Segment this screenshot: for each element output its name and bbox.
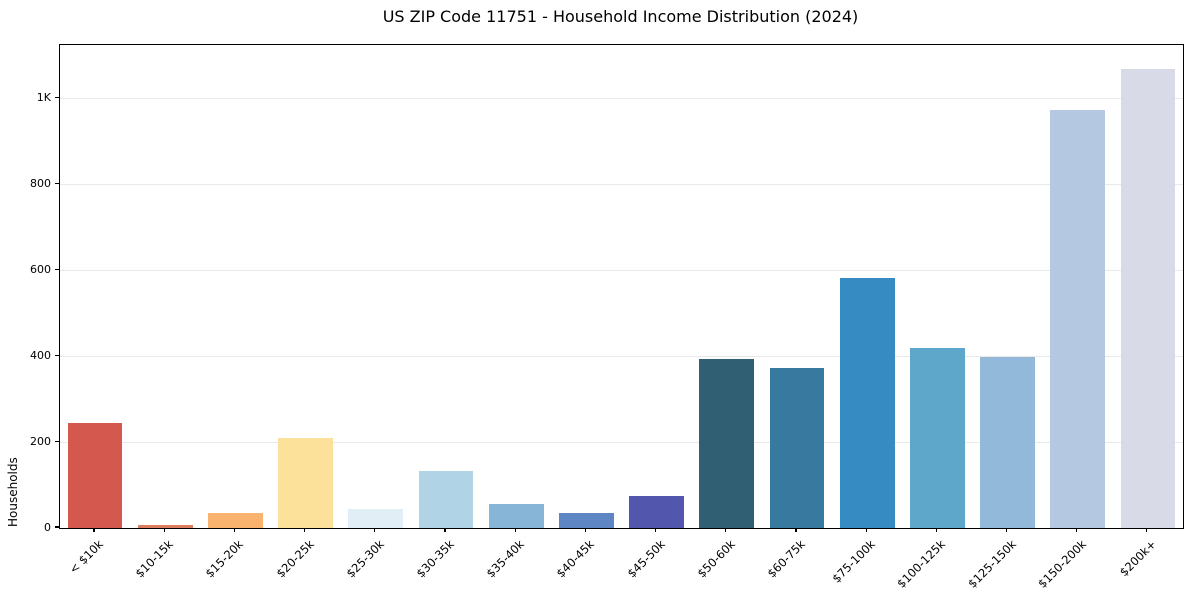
x-tick-mark <box>444 528 446 533</box>
y-tick-mark <box>55 97 59 99</box>
bar-$75-100k <box>839 277 895 528</box>
y-tick-mark <box>55 526 59 528</box>
y-tick-label: 600 <box>30 262 51 276</box>
x-tick-label: < $10k <box>66 537 106 577</box>
bar-$150-200k <box>1050 109 1106 528</box>
y-tick-mark <box>55 440 59 442</box>
x-tick-mark <box>584 528 586 533</box>
y-tick-mark <box>55 182 59 185</box>
x-tick-mark <box>935 528 937 533</box>
gridline <box>60 355 1183 357</box>
gridline <box>60 269 1183 271</box>
bar-$40-45k <box>559 512 614 528</box>
y-tick-mark <box>55 354 59 356</box>
plot-area <box>59 44 1184 529</box>
bar-$20-25k <box>278 437 334 528</box>
x-tick-mark <box>233 528 236 533</box>
y-axis-label: Households <box>6 457 20 527</box>
y-tick-label: 200 <box>30 434 51 448</box>
y-tick-label: 0 <box>44 520 51 534</box>
chart-title: US ZIP Code 11751 - Household Income Dis… <box>382 7 859 26</box>
bar-$45-50k <box>629 495 684 528</box>
bar-$35-40k <box>488 504 544 528</box>
y-tick-mark <box>55 268 59 270</box>
bar-$15-20k <box>208 512 263 528</box>
x-tick-mark <box>725 528 727 533</box>
gridline <box>60 98 1183 100</box>
x-tick-mark <box>795 528 797 533</box>
bar-$30-35k <box>418 471 474 528</box>
bar-$60-75k <box>769 368 825 528</box>
y-tick-label: 1K <box>36 91 51 105</box>
x-tick-mark <box>163 528 165 533</box>
x-tick-mark <box>1076 528 1078 533</box>
y-tick-label: 800 <box>30 177 51 191</box>
x-tick-mark <box>304 528 306 533</box>
gridline <box>60 184 1183 186</box>
y-tick-label: 400 <box>30 348 51 362</box>
bar-$125-150k <box>980 356 1035 528</box>
x-tick-mark <box>1005 528 1008 533</box>
x-tick-mark <box>654 528 657 533</box>
bar-$25-30k <box>348 508 404 528</box>
gridline <box>60 441 1183 443</box>
bar-$50-60k <box>699 358 755 528</box>
x-tick-mark <box>514 528 516 533</box>
x-tick-mark <box>93 528 95 533</box>
x-tick-mark <box>374 528 376 533</box>
x-tick-mark <box>1146 528 1148 533</box>
bar-< $10k <box>67 422 123 528</box>
bar-$200k+ <box>1120 69 1176 528</box>
bar-$10-15k <box>137 524 193 528</box>
bar-$100-125k <box>909 347 965 528</box>
x-tick-mark <box>865 528 867 533</box>
